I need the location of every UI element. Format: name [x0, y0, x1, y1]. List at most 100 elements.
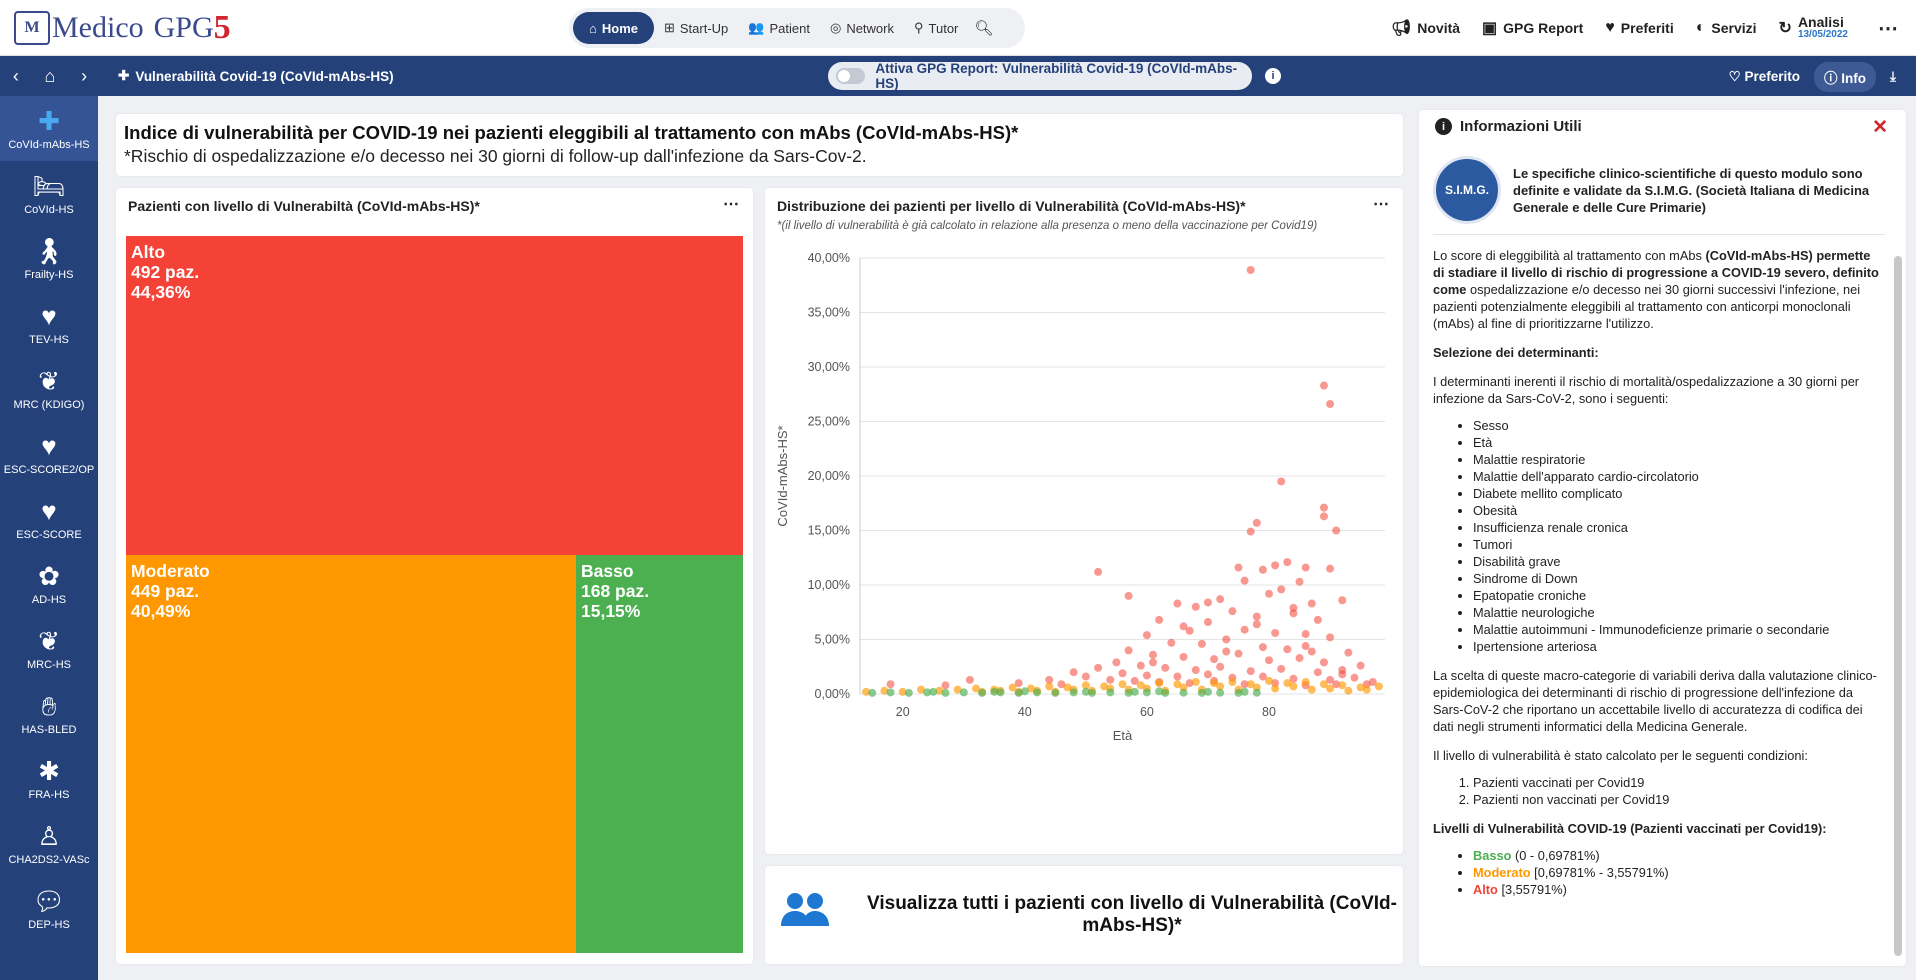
tab-home[interactable]: ⌂ Home: [573, 12, 654, 44]
determinante-item: Tumori: [1473, 536, 1885, 553]
novita-button[interactable]: 📢︎ Novità: [1391, 18, 1460, 38]
tab-start-up[interactable]: ⊞ Start-Up: [654, 12, 738, 44]
sidebar-item-frailty-hs[interactable]: 🚶︎ Frailty-HS: [0, 226, 98, 291]
scatter-point-low: [1142, 688, 1151, 697]
download-icon[interactable]: ⤓: [1890, 69, 1896, 84]
gpg-report-toggle[interactable]: Attiva GPG Report: Vulnerabilità Covid-1…: [828, 61, 1252, 91]
sidebar-item-has-bled[interactable]: ✋︎ HAS-BLED: [0, 681, 98, 746]
scatter-point-high: [1197, 639, 1206, 648]
tab-tutor[interactable]: ⚲ Tutor: [904, 12, 968, 44]
sidebar-item-mrc-hs[interactable]: ❦ MRC-HS: [0, 616, 98, 681]
scatter-point-high: [1191, 602, 1200, 611]
sidebar-item-label: FRA-HS: [28, 788, 70, 801]
page-title: Indice di vulnerabilità per COVID-19 nei…: [124, 122, 1019, 143]
sidebar-item-esc-score2-op[interactable]: ♥ ESC-SCORE2/OP: [0, 421, 98, 486]
scatter-point-high: [1271, 628, 1280, 637]
sidebar-item-label: Frailty-HS: [24, 268, 74, 281]
treemap-tile-alto[interactable]: Alto 492 paz. 44,36%: [126, 236, 743, 555]
scatter-point-high: [1246, 667, 1255, 676]
page-header-card: Indice di vulnerabilità per COVID-19 nei…: [116, 114, 1403, 176]
scatter-point-high: [1130, 676, 1139, 685]
scatter-point-high: [1344, 648, 1353, 657]
close-icon[interactable]: ✕: [1872, 117, 1888, 138]
determinante-item: Sindrome di Down: [1473, 570, 1885, 587]
sidebar-item-label: MRC (KDIGO): [13, 398, 85, 411]
sidebar-item-label: CoVId-HS: [24, 203, 74, 216]
y-tick-label: 30,00%: [808, 360, 850, 374]
sidebar-item-fra-hs[interactable]: ✱ FRA-HS: [0, 746, 98, 811]
medico-gpg-logo[interactable]: M Medico GPG 5: [14, 9, 231, 46]
scatter-point-high: [1210, 655, 1219, 664]
search-icon[interactable]: 🔍︎: [974, 20, 994, 37]
scatter-subtitle: *(il livello di vulnerabilità è già calc…: [777, 220, 1318, 232]
sidebar-item-covid-hs[interactable]: 🛏︎ CoVId-HS: [0, 161, 98, 226]
scatter-point-low: [1051, 688, 1060, 697]
logo-word: Medico: [52, 11, 144, 44]
x-axis-label: Età: [1113, 728, 1133, 743]
scatter-point-high: [1161, 663, 1170, 672]
top-navbar: M Medico GPG 5 ⌂ Home ⊞ Start-Up 👥 Patient …: [0, 0, 1916, 56]
servizi-button[interactable]: ◐ Servizi: [1696, 19, 1757, 37]
chevron-right-icon[interactable]: ›: [81, 65, 88, 86]
scatter-point-low: [904, 688, 913, 697]
scatter-point-high: [1173, 672, 1182, 681]
scatter-point-high: [1350, 673, 1359, 682]
right-menu: 📢︎ Novità ▣ GPG Report ♥ Preferiti ◐ Servizi…: [1391, 0, 1916, 56]
sidebar-item-esc-score[interactable]: ♥ ESC-SCORE: [0, 486, 98, 551]
page-subtitle: *Rischio di ospedalizzazione e/o decesso…: [124, 146, 867, 166]
sidebar-item-dep-hs[interactable]: 💬︎ DEP-HS: [0, 876, 98, 941]
toggle-switch[interactable]: [836, 68, 866, 84]
view-patients-card[interactable]: Visualizza tutti i pazienti con livello …: [765, 866, 1403, 964]
sidebar-item-covid-mabs-hs[interactable]: ✚ CoVId-mAbs-HS: [0, 96, 98, 161]
scatter-point-moderate: [1155, 679, 1164, 688]
sidebar-item-tev-hs[interactable]: ♥ TEV-HS: [0, 291, 98, 356]
condizione-item: Pazienti vaccinati per Covid19: [1473, 774, 1885, 791]
tile-alto-count: 492 paz.: [131, 262, 200, 282]
users-icon: 👥: [748, 20, 765, 35]
breadcrumb: ✚ Vulnerabilità Covid-19 (CoVId-mAbs-HS): [118, 68, 394, 84]
sidebar-item-ad-hs[interactable]: ✿ AD-HS: [0, 551, 98, 616]
home-icon[interactable]: ⌂: [44, 65, 56, 86]
tile-alto-pct: 44,36%: [131, 282, 191, 302]
preferiti-button[interactable]: ♥ Preferiti: [1605, 19, 1673, 37]
info-scrollbar[interactable]: [1894, 256, 1902, 956]
scatter-point-moderate: [1301, 678, 1310, 687]
scatter-menu-icon[interactable]: ⋯: [1373, 196, 1389, 213]
info-panel-title: Informazioni Utili: [1460, 118, 1582, 135]
scatter-point-high: [1149, 658, 1158, 667]
scatter-point-high: [1234, 649, 1243, 658]
info-button[interactable]: ⓘ Info: [1814, 62, 1877, 92]
scatter-point-high: [1124, 591, 1133, 600]
treemap-menu-icon[interactable]: ⋯: [723, 196, 739, 213]
sidebar-item-mrc-kdigo-[interactable]: ❦ MRC (KDIGO): [0, 356, 98, 421]
y-tick-label: 15,00%: [808, 524, 850, 538]
scatter-point-low: [1124, 688, 1133, 697]
sidebar-item-cha2ds2-vasc[interactable]: ♙ CHA2DS2-VASc: [0, 811, 98, 876]
info-icon[interactable]: i: [1265, 68, 1281, 84]
home-icon: ⌂: [589, 20, 597, 36]
livelli-list: Basso (0 - 0,69781%)Moderato [0,69781% -…: [1433, 847, 1885, 898]
scatter-point-high: [1332, 526, 1341, 535]
more-menu-icon[interactable]: ⋯: [1878, 17, 1898, 40]
gpg-report-button[interactable]: ▣ GPG Report: [1482, 18, 1583, 38]
tab-network[interactable]: ◎ Network: [820, 12, 904, 44]
tile-basso-name: Basso: [581, 561, 634, 581]
view-patients-link[interactable]: Visualizza tutti i pazienti con livello …: [867, 893, 1397, 936]
preferito-button[interactable]: ♡ Preferito: [1729, 69, 1800, 85]
livello-name: Moderato: [1473, 865, 1531, 880]
nav-arrows: ‹ ⌂ ›: [0, 66, 100, 87]
y-tick-label: 20,00%: [808, 469, 850, 483]
tile-moderato-name: Moderato: [131, 561, 210, 581]
scatter-point-low: [1252, 688, 1261, 697]
refresh-icon: ↻: [1778, 20, 1792, 37]
determinante-item: Insufficienza renale cronica: [1473, 519, 1885, 536]
scatter-point-high: [1014, 679, 1023, 688]
chevron-left-icon[interactable]: ‹: [12, 65, 19, 86]
scatter-point-moderate: [1374, 682, 1383, 691]
scatter-point-high: [1265, 656, 1274, 665]
tab-patient[interactable]: 👥 Patient: [738, 12, 820, 44]
main-tabs: ⌂ Home ⊞ Start-Up 👥 Patient ◎ Network ⚲ Tutor…: [569, 8, 1025, 48]
analisi-button[interactable]: ↻ Analisi 13/05/2022: [1779, 15, 1848, 40]
treemap-tile-moderato[interactable]: Moderato 449 paz. 40,49%: [126, 555, 576, 953]
treemap-tile-basso[interactable]: Basso 168 paz. 15,15%: [576, 555, 743, 953]
